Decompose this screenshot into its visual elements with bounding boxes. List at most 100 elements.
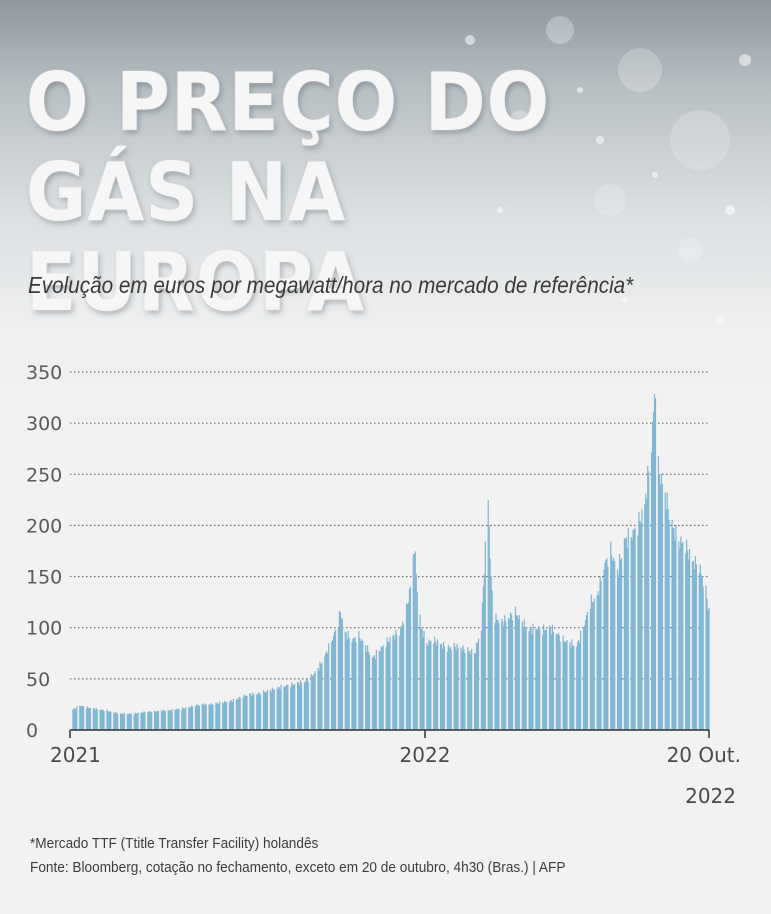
price-bar <box>222 702 224 730</box>
price-bar <box>442 642 445 730</box>
price-bar <box>471 648 473 730</box>
price-bar <box>365 645 367 730</box>
price-bar <box>620 558 623 730</box>
price-bar <box>623 538 625 730</box>
price-bar <box>251 695 253 730</box>
price-bar <box>230 700 233 730</box>
price-bar <box>576 646 578 730</box>
price-bar <box>558 635 560 730</box>
price-bar <box>293 684 295 730</box>
price-bar <box>328 643 330 730</box>
price-bar <box>607 566 609 730</box>
price-bar <box>637 535 639 730</box>
price-bar <box>194 706 197 730</box>
price-bar <box>612 560 614 730</box>
price-bar <box>653 394 656 730</box>
price-bar <box>680 536 682 730</box>
price-bar <box>326 651 328 730</box>
price-bar <box>572 645 574 730</box>
price-bar <box>624 538 626 730</box>
price-bar <box>223 703 225 730</box>
x-tick-label: 2021 <box>50 743 101 767</box>
price-bar <box>72 709 74 730</box>
price-bar <box>136 713 138 730</box>
price-bar <box>559 641 561 730</box>
price-bar <box>334 629 337 730</box>
price-bar <box>86 706 89 730</box>
price-bar <box>698 572 700 730</box>
price-bar <box>209 705 211 730</box>
price-bar <box>359 638 361 730</box>
price-bar <box>394 639 396 730</box>
price-bar <box>644 504 646 730</box>
price-bar <box>675 525 677 730</box>
price-bar <box>163 710 165 730</box>
price-bar <box>611 555 613 730</box>
price-bar <box>149 711 151 730</box>
price-bar <box>633 530 635 730</box>
price-bar <box>606 557 608 730</box>
price-bar <box>374 658 376 730</box>
price-bar <box>121 713 124 730</box>
price-bar <box>321 662 323 730</box>
price-bar <box>412 554 414 730</box>
price-bar <box>150 711 152 730</box>
price-bar <box>265 692 268 730</box>
price-bar <box>135 713 137 730</box>
price-bar <box>324 656 326 730</box>
price-bar <box>562 635 564 730</box>
price-bar <box>160 710 163 730</box>
price-bar <box>579 643 581 730</box>
price-bar <box>580 630 582 730</box>
price-bar <box>652 412 655 730</box>
y-tick-label: 250 <box>26 464 62 486</box>
price-bar <box>204 703 206 730</box>
price-bar <box>681 543 683 730</box>
x-axis: 2021 2022 20 Out. 2022 <box>50 729 741 808</box>
price-bar <box>286 684 288 730</box>
price-bar <box>338 611 341 730</box>
price-bar <box>619 559 622 730</box>
price-bar <box>508 617 510 730</box>
price-bar <box>191 706 194 730</box>
price-bar <box>460 647 462 730</box>
price-bar <box>252 692 254 730</box>
price-bar <box>617 575 620 730</box>
price-bar <box>565 641 567 730</box>
price-bar <box>294 684 296 730</box>
price-bar <box>421 629 423 730</box>
price-bar <box>243 694 245 730</box>
price-bar <box>634 527 636 730</box>
price-bar <box>164 711 166 730</box>
price-bar <box>272 689 274 730</box>
price-bar <box>106 709 108 730</box>
y-tick-label: 200 <box>26 515 62 537</box>
price-bar <box>380 646 382 730</box>
price-bar <box>144 712 146 730</box>
price-bar <box>521 621 523 730</box>
price-bar <box>433 643 435 730</box>
price-bar <box>232 698 234 730</box>
y-axis-ticks: 0 50 100 150 200 250 300 350 <box>26 362 62 742</box>
price-bar <box>437 639 439 730</box>
y-tick-label: 350 <box>26 362 62 384</box>
price-bar <box>345 632 347 730</box>
price-bar <box>685 553 687 730</box>
price-bar <box>244 695 246 730</box>
price-bar <box>531 634 533 730</box>
price-bar <box>423 630 425 730</box>
price-bar <box>353 637 355 730</box>
price-bar <box>117 713 119 730</box>
price-bar <box>618 553 621 730</box>
price-bar <box>651 452 653 730</box>
price-bar <box>408 588 411 730</box>
price-bar <box>511 620 514 730</box>
price-bar <box>190 705 193 730</box>
price-bar <box>216 703 218 730</box>
price-bar <box>311 676 313 730</box>
price-bar <box>657 456 660 730</box>
price-bar <box>584 620 587 730</box>
price-bar <box>94 709 96 730</box>
price-bar <box>666 492 668 730</box>
price-bar <box>246 695 248 730</box>
